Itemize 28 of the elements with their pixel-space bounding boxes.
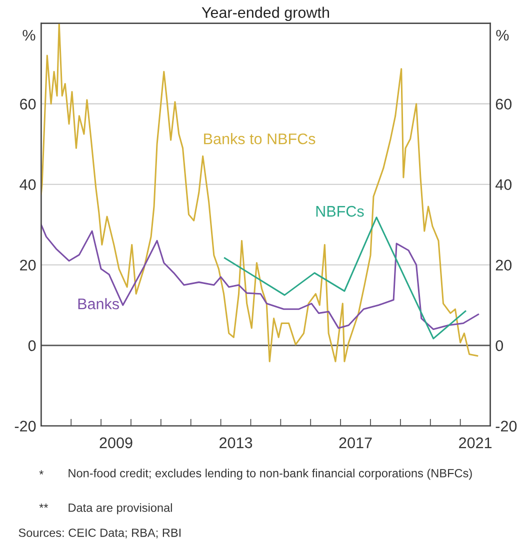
x-tick-label: 2021 <box>459 437 492 448</box>
y-tick-label: 60 <box>20 98 36 110</box>
y-tick-label: 0 <box>28 340 36 352</box>
line-series <box>41 23 478 362</box>
text: Data are provisional <box>68 503 172 514</box>
source-note: Sources: CEIC Data; RBA; RBI <box>18 528 181 538</box>
x-tick-label: 2013 <box>220 437 252 448</box>
y2-tick-label: 20 <box>496 260 512 271</box>
series-label: NBFCs <box>316 206 364 217</box>
series-label: Banks to NBFCs <box>204 133 316 144</box>
y-tick-label: 40 <box>20 179 36 190</box>
y2-axis-title: % <box>496 30 509 41</box>
y2-tick-label: -20 <box>496 420 517 432</box>
text: * <box>39 470 44 474</box>
line-series <box>224 216 466 340</box>
x-tick-label: 2009 <box>100 437 132 448</box>
y-tick-label: -20 <box>14 420 36 432</box>
x-tick-label: 2017 <box>339 437 372 448</box>
y2-tick-label: 0 <box>496 340 504 352</box>
y2-tick-label: 40 <box>495 179 512 190</box>
text: Non-food credit; excludes lending to non-bank financial corporations (NBFCs) <box>68 468 472 480</box>
y-tick-label: 20 <box>20 260 36 271</box>
line-series <box>41 224 480 330</box>
y2-tick-label: 60 <box>496 98 512 110</box>
series-label: Banks <box>78 298 119 310</box>
text: ** <box>39 504 48 508</box>
chart-title: Year-ended growth <box>202 6 329 21</box>
y-axis-title: % <box>22 30 36 41</box>
